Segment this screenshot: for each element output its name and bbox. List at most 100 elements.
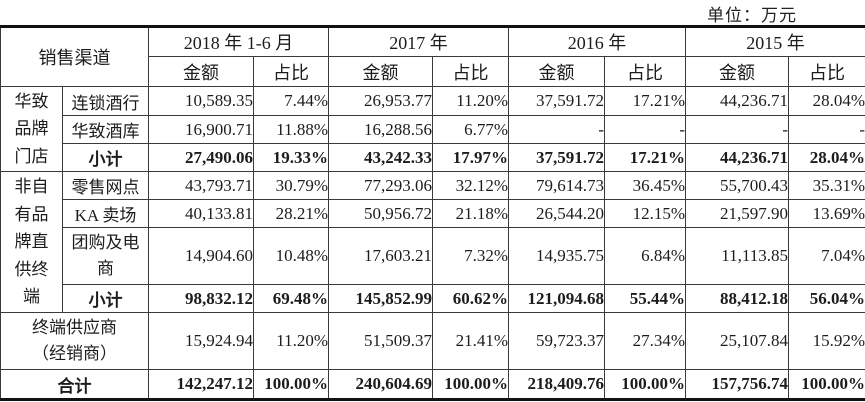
ratio-cell: 7.32%	[432, 227, 509, 285]
amount-cell: 240,604.69	[328, 369, 433, 401]
ratio-cell: -	[604, 115, 686, 144]
amount-cell: 11,113.85	[685, 227, 789, 285]
header-row-periods: 销售渠道 2018 年 1-6 月 2017 年 2016 年 2015 年	[0, 25, 865, 87]
ratio-cell: 17.97%	[432, 143, 509, 172]
ratio-cell: 69.48%	[253, 284, 329, 313]
ratio-cell: 28.21%	[253, 199, 329, 228]
amount-cell: 145,852.99	[328, 284, 433, 313]
group-label-non-owned-direct: 非自 有品 牌直 供终 端	[0, 171, 63, 313]
amount-cell: -	[685, 115, 789, 144]
ratio-cell: -	[788, 115, 865, 144]
amount-cell: 17,603.21	[328, 227, 433, 285]
amount-cell: 44,236.71	[685, 143, 789, 172]
ratio-cell: 15.92%	[788, 312, 865, 370]
ratio-cell: 21.41%	[432, 312, 509, 370]
table-row: KA 卖场 40,133.81 28.21% 50,956.72 21.18% …	[1, 199, 865, 228]
ratio-cell: 100.00%	[432, 369, 509, 401]
header-row-measures: 金额 占比 金额 占比 金额 占比 金额 占比	[1, 56, 865, 87]
ratio-cell: 12.15%	[604, 199, 686, 228]
ratio-cell: 13.69%	[788, 199, 865, 228]
total-row: 合计 142,247.12 100.00% 240,604.69 100.00%…	[0, 369, 865, 401]
ratio-cell: 10.48%	[253, 227, 329, 285]
channel-header-cell: 销售渠道	[0, 25, 149, 87]
amount-cell: 16,900.71	[148, 115, 254, 144]
amount-cell: 26,544.20	[508, 199, 605, 228]
ratio-cell: 19.33%	[253, 143, 329, 172]
amount-cell: 27,490.06	[148, 143, 254, 172]
amount-cell: 88,412.18	[685, 284, 789, 313]
ratio-cell: 60.62%	[432, 284, 509, 313]
sales-channel-table: 销售渠道 2018 年 1-6 月 2017 年 2016 年 2015 年 金…	[0, 25, 865, 401]
ratio-cell: 28.04%	[788, 86, 865, 116]
channel-label: 华致酒库	[62, 115, 149, 144]
channel-label: 团购及电 商	[62, 227, 149, 285]
amount-cell: 26,953.77	[328, 86, 433, 116]
ratio-cell: 28.04%	[788, 143, 865, 172]
period-header-2017: 2017 年	[328, 25, 509, 57]
period-header-2015: 2015 年	[685, 25, 865, 57]
group-label-owned-stores: 华致 品牌 门店	[0, 86, 63, 172]
amount-cell: 21,597.90	[685, 199, 789, 228]
amount-cell: 157,756.74	[685, 369, 789, 401]
amount-cell: 43,793.71	[148, 171, 254, 200]
total-label: 合计	[0, 369, 149, 401]
ratio-cell: 55.44%	[604, 284, 686, 313]
ratio-cell: 56.04%	[788, 284, 865, 313]
table-row: 华致 品牌 门店 连锁酒行 10,589.35 7.44% 26,953.77 …	[0, 86, 865, 172]
ratio-cell: 32.12%	[432, 171, 509, 200]
ratio-cell: 11.20%	[432, 86, 509, 116]
amount-header-2017: 金额	[328, 56, 433, 87]
ratio-cell: 11.88%	[253, 115, 329, 144]
amount-cell: 218,409.76	[508, 369, 605, 401]
amount-cell: 79,614.73	[508, 171, 605, 200]
table-row: 终端供应商 （经销商） 15,924.94 11.20% 51,509.37 2…	[0, 312, 865, 370]
amount-header-2015: 金额	[685, 56, 789, 87]
ratio-cell: 17.21%	[604, 86, 686, 116]
ratio-cell: 27.34%	[604, 312, 686, 370]
ratio-cell: 6.77%	[432, 115, 509, 144]
ratio-cell: 35.31%	[788, 171, 865, 200]
ratio-cell: 100.00%	[253, 369, 329, 401]
ratio-cell: 11.20%	[253, 312, 329, 370]
subtotal-row: 小计 98,832.12 69.48% 145,852.99 60.62% 12…	[1, 284, 865, 313]
ratio-cell: 21.18%	[432, 199, 509, 228]
amount-cell: 16,288.56	[328, 115, 433, 144]
amount-cell: 50,956.72	[328, 199, 433, 228]
channel-label-distributors: 终端供应商 （经销商）	[0, 312, 149, 370]
amount-cell: 121,094.68	[508, 284, 605, 313]
ratio-cell: 30.79%	[253, 171, 329, 200]
amount-cell: 44,236.71	[685, 86, 789, 116]
ratio-cell: 7.04%	[788, 227, 865, 285]
subtotal-row: 小计 27,490.06 19.33% 43,242.33 17.97% 37,…	[1, 143, 865, 172]
subtotal-label: 小计	[62, 143, 149, 172]
amount-cell: 14,935.75	[508, 227, 605, 285]
amount-cell: 10,589.35	[148, 86, 254, 116]
channel-label: KA 卖场	[62, 199, 149, 228]
amount-cell: 51,509.37	[328, 312, 433, 370]
unit-label: 单位：万元	[707, 6, 797, 25]
amount-cell: 14,904.60	[148, 227, 254, 285]
ratio-cell: 36.45%	[604, 171, 686, 200]
amount-cell: 77,293.06	[328, 171, 433, 200]
channel-label: 连锁酒行	[62, 86, 149, 116]
amount-cell: 37,591.72	[508, 143, 605, 172]
ratio-header-2015: 占比	[788, 56, 865, 87]
amount-cell: 40,133.81	[148, 199, 254, 228]
period-header-2018: 2018 年 1-6 月	[148, 25, 329, 57]
amount-cell: 98,832.12	[148, 284, 254, 313]
ratio-cell: 7.44%	[253, 86, 329, 116]
ratio-header-2016: 占比	[604, 56, 686, 87]
table-row: 非自 有品 牌直 供终 端 零售网点 43,793.71 30.79% 77,2…	[0, 171, 865, 313]
amount-cell: -	[508, 115, 605, 144]
amount-cell: 25,107.84	[685, 312, 789, 370]
amount-cell: 43,242.33	[328, 143, 433, 172]
amount-header-2018: 金额	[148, 56, 254, 87]
ratio-header-2017: 占比	[432, 56, 509, 87]
table-row: 团购及电 商 14,904.60 10.48% 17,603.21 7.32% …	[1, 227, 865, 285]
ratio-header-2018: 占比	[253, 56, 329, 87]
ratio-cell: 6.84%	[604, 227, 686, 285]
ratio-cell: 100.00%	[788, 369, 865, 401]
amount-cell: 55,700.43	[685, 171, 789, 200]
amount-header-2016: 金额	[508, 56, 605, 87]
